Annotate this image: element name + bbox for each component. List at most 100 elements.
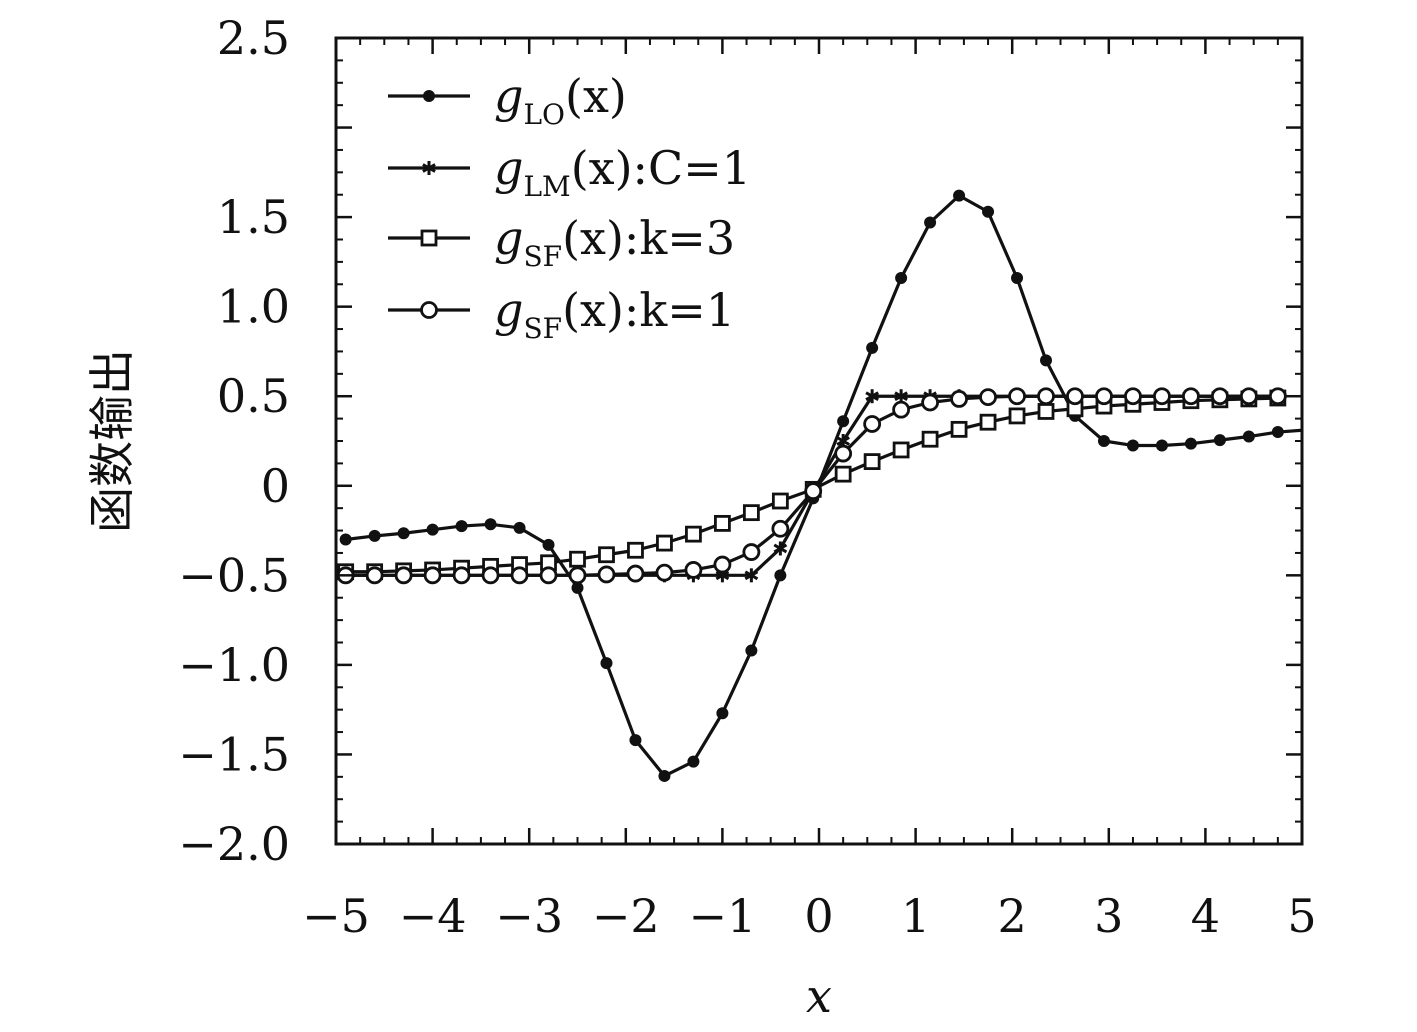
legend-marker (420, 229, 438, 247)
legend-label-part: (x) (565, 69, 627, 123)
data-point (1268, 387, 1287, 406)
data-point (455, 520, 468, 533)
data-point (685, 525, 702, 543)
data-point (1011, 272, 1024, 285)
y-tick-label: −2.0 (178, 817, 290, 871)
data-point (1242, 430, 1255, 443)
legend-entry-1: gLO(x) (388, 69, 627, 131)
x-tick-label: −2 (592, 889, 660, 943)
data-point (771, 492, 789, 510)
data-point (600, 657, 613, 670)
data-point (684, 561, 703, 579)
legend-entry-4: gSF(x):k=1 (388, 283, 735, 345)
data-point (745, 644, 758, 657)
legend-label-part: SF (523, 240, 562, 273)
data-point (597, 565, 616, 584)
y-tick-label: 0.5 (217, 369, 290, 423)
axes: −5 −4 −3 −2 −1 0 1 2 3 4 5 2.5 1.5 1.0 0.5 0 −0.5 −1.0 −1.… (85, 11, 1317, 1023)
x-tick-label: 1 (901, 889, 930, 943)
data-point (484, 518, 497, 531)
legend-label: gSF(x):k=1 (494, 283, 735, 345)
data-point (865, 389, 879, 404)
data-point (539, 566, 558, 585)
data-point (742, 504, 760, 522)
data-point (950, 420, 968, 438)
data-point (834, 465, 852, 483)
data-point (542, 538, 555, 551)
data-point (1040, 354, 1053, 367)
x-tick-label: 2 (998, 889, 1027, 943)
legend-label-part: g (494, 69, 523, 123)
legend-label-part: LO (523, 98, 565, 131)
data-point (423, 566, 442, 585)
data-point (1095, 387, 1113, 406)
data-point (629, 734, 642, 747)
data-point (1037, 387, 1055, 406)
legend-label-part: (x):k=1 (562, 283, 735, 337)
x-tick-label: −5 (302, 889, 370, 943)
legend-label: gLO(x) (494, 69, 627, 131)
plot-frame (334, 36, 1304, 846)
legend-label-part: LM (523, 170, 570, 203)
data-point (924, 216, 937, 229)
legend-entry-2: gLM(x):C=1 (388, 141, 751, 203)
plot-area (334, 36, 1304, 846)
data-point (713, 555, 732, 574)
data-point (368, 529, 381, 542)
data-point (979, 413, 997, 431)
legend-entry-3: gSF(x):k=3 (388, 211, 735, 273)
data-point (953, 189, 966, 202)
data-point (426, 523, 439, 536)
data-point (1213, 434, 1226, 447)
data-point (892, 441, 910, 459)
data-point (771, 519, 790, 538)
legend-label-part: g (494, 141, 523, 195)
data-point (895, 272, 908, 285)
legend-label-part: SF (523, 312, 562, 345)
legend-label: gSF(x):k=3 (494, 211, 735, 273)
data-point (1182, 387, 1200, 406)
data-point (979, 388, 997, 407)
series-4 (336, 387, 1287, 585)
x-tick-label: −1 (688, 889, 756, 943)
y-axis-title: 函数输出 (85, 349, 139, 533)
legend-marker (423, 90, 435, 102)
legend-label-part: (x):C=1 (571, 141, 751, 195)
data-point (773, 541, 788, 556)
data-point (339, 533, 352, 546)
data-point (626, 564, 645, 583)
x-tick-label: −3 (495, 889, 563, 943)
data-point (1066, 387, 1084, 406)
x-tick-label: 4 (1191, 889, 1220, 943)
data-point (569, 550, 586, 568)
data-point (568, 566, 587, 585)
data-point (394, 566, 413, 585)
data-point (950, 390, 968, 408)
data-point (627, 541, 644, 559)
data-point (656, 534, 673, 552)
data-point (513, 521, 526, 534)
series-layer (336, 189, 1302, 782)
data-point (655, 563, 674, 582)
y-tick-label: −1.5 (178, 727, 290, 781)
data-point (658, 769, 671, 782)
legend-marker (420, 301, 438, 319)
x-tick-label: 5 (1287, 889, 1316, 943)
data-point (1097, 435, 1110, 447)
x-tick-label: −4 (399, 889, 467, 943)
legend-label-part: (x):k=3 (562, 211, 735, 265)
data-point (510, 566, 529, 585)
data-point (834, 444, 853, 463)
data-point (1008, 387, 1026, 406)
series-line (345, 194, 1302, 778)
data-point (1271, 426, 1284, 439)
y-tick-label: 1.5 (217, 190, 290, 244)
data-point (744, 568, 759, 583)
y-tick-label: 0 (261, 459, 290, 513)
data-point (1008, 407, 1026, 425)
legend-label-part: g (494, 211, 523, 265)
x-tick-label: 0 (804, 889, 833, 943)
series-1 (339, 189, 1302, 782)
